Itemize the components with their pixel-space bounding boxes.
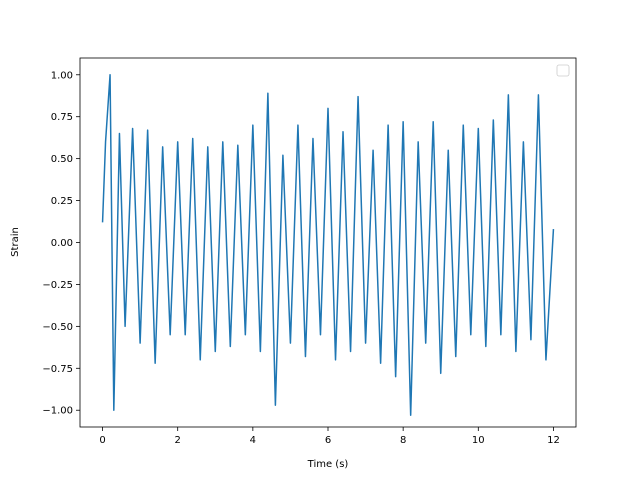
- x-tick-label: 6: [325, 435, 331, 446]
- strain-series-line: [101, 74, 555, 417]
- x-tick-label: 12: [547, 435, 560, 446]
- y-tick-label: −1.00: [42, 406, 73, 417]
- x-tick-label: 8: [400, 435, 406, 446]
- x-tick-label: 2: [175, 435, 181, 446]
- y-tick-label: −0.75: [42, 364, 73, 375]
- y-tick-label: 0.75: [51, 112, 73, 123]
- legend-box: [556, 64, 570, 77]
- y-tick-label: −0.50: [42, 322, 73, 333]
- x-axis-label: Time (s): [307, 459, 349, 470]
- x-tick-label: 0: [99, 435, 105, 446]
- x-tick-label: 4: [250, 435, 256, 446]
- ticks-layer: 0 2 4 6 8 10 12 −1.00 −0.75 −0.50 −0.25 0.00 0.25 0.5…: [42, 70, 559, 446]
- y-tick-label: 0.50: [51, 154, 73, 165]
- y-axis-label: Strain: [10, 227, 21, 257]
- y-tick-label: 0.25: [51, 196, 73, 207]
- y-tick-label: 0.00: [51, 238, 73, 249]
- y-tick-label: 1.00: [51, 70, 73, 81]
- series-layer: [101, 74, 555, 417]
- x-tick-label: 10: [472, 435, 485, 446]
- y-tick-label: −0.25: [42, 280, 73, 291]
